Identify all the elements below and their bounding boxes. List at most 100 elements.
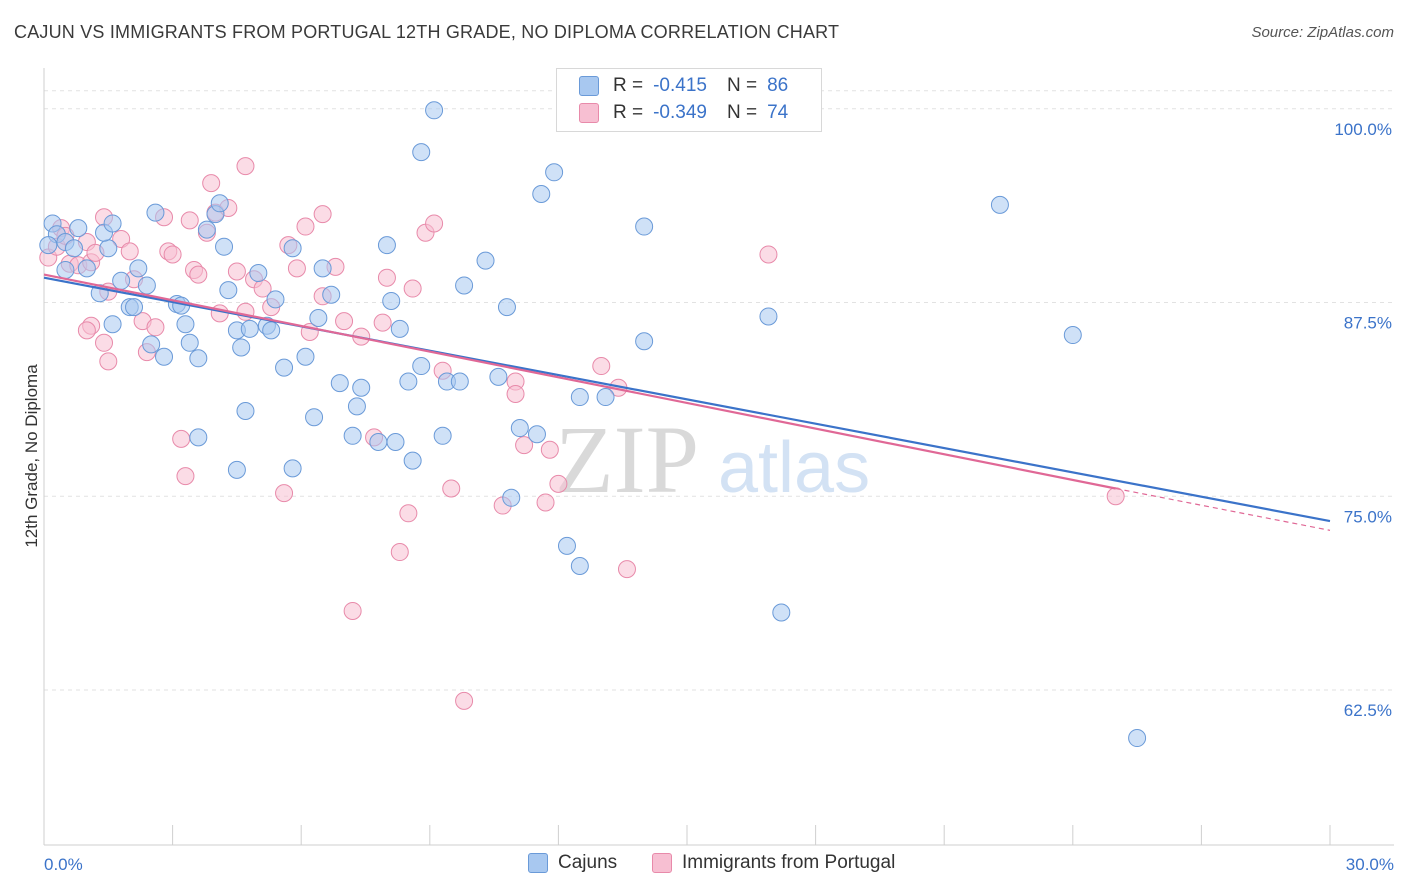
legend-label-portugal: Immigrants from Portugal [682, 852, 896, 873]
data-point-cajuns [570, 557, 589, 575]
data-point-cajuns [425, 101, 444, 120]
data-point-cajuns [510, 419, 529, 438]
stats-legend: R = -0.415 N = 86 R = -0.349 N = 74 [556, 68, 822, 132]
y-tick-label: 100.0% [1334, 120, 1392, 139]
data-point-portugal [1106, 487, 1125, 506]
data-point-cajuns [309, 309, 328, 327]
series-legend: Cajuns Immigrants from Portugal [0, 852, 1406, 878]
legend-n-label: N = [726, 75, 758, 96]
legend-r-value: -0.349 [653, 102, 707, 123]
data-point-portugal [112, 229, 131, 248]
data-point-portugal [515, 436, 534, 455]
legend-label-cajuns: Cajuns [558, 852, 618, 873]
data-point-portugal [163, 245, 182, 264]
data-point-cajuns [377, 236, 396, 255]
watermark-zip: ZIP [555, 406, 699, 513]
data-point-cajuns [39, 236, 58, 255]
data-point-portugal [99, 352, 118, 371]
data-point-portugal [236, 157, 255, 176]
data-point-cajuns [103, 315, 122, 334]
data-point-portugal [373, 313, 392, 332]
x-tick-label: 30.0% [1346, 855, 1394, 874]
data-point-cajuns [570, 388, 589, 407]
data-point-cajuns [1128, 729, 1147, 748]
data-point-cajuns [1063, 326, 1082, 345]
y-tick-label: 75.0% [1344, 507, 1392, 526]
data-point-cajuns [382, 291, 401, 310]
legend-item-portugal[interactable]: Immigrants from Portugal [652, 852, 895, 874]
data-point-portugal [617, 560, 636, 579]
data-point-cajuns [545, 163, 564, 182]
legend-item-cajuns[interactable]: Cajuns [528, 852, 617, 874]
data-point-cajuns [275, 358, 294, 377]
data-point-cajuns [313, 259, 332, 278]
data-point-cajuns [103, 214, 122, 233]
data-point-cajuns [129, 259, 148, 278]
data-point-cajuns [455, 276, 474, 295]
data-point-portugal [536, 493, 555, 512]
data-point-cajuns [352, 378, 371, 397]
data-point-cajuns [502, 488, 521, 507]
data-point-cajuns [412, 143, 431, 162]
data-point-portugal [77, 321, 96, 340]
data-point-cajuns [390, 319, 409, 338]
data-point-cajuns [112, 271, 131, 290]
data-point-cajuns [155, 347, 174, 366]
gridlines [44, 90, 1394, 691]
data-point-cajuns [137, 276, 156, 295]
data-point-cajuns [99, 239, 118, 258]
data-point-cajuns [283, 239, 302, 258]
data-point-cajuns [596, 388, 615, 407]
data-point-portugal [95, 333, 114, 352]
data-point-cajuns [305, 408, 324, 427]
data-point-portugal [335, 312, 354, 331]
legend-swatch-cajuns [528, 853, 548, 873]
data-point-portugal [313, 205, 332, 224]
data-point-portugal [189, 265, 208, 284]
data-point-portugal [275, 484, 294, 503]
data-point-portugal [146, 318, 165, 337]
data-point-cajuns [759, 307, 778, 326]
data-point-portugal [425, 214, 444, 233]
legend-swatch-cajuns [579, 76, 599, 96]
data-point-portugal [455, 691, 474, 710]
data-point-cajuns [249, 264, 268, 283]
trend-line-portugal-extension [1115, 487, 1331, 531]
data-point-cajuns [476, 251, 495, 270]
data-point-cajuns [236, 402, 255, 420]
data-point-portugal [202, 174, 221, 193]
data-point-portugal [390, 543, 409, 562]
data-point-cajuns [232, 338, 251, 357]
data-point-cajuns [176, 315, 195, 334]
data-point-cajuns [146, 203, 165, 222]
data-point-portugal [227, 262, 246, 281]
data-point-cajuns [283, 459, 302, 478]
data-point-cajuns [557, 536, 576, 555]
data-point-cajuns [227, 460, 246, 479]
series-cajuns-points [39, 101, 1147, 748]
data-point-cajuns [433, 426, 452, 445]
trend-line-portugal [43, 273, 1116, 490]
data-point-portugal [549, 474, 568, 493]
data-point-portugal [442, 479, 461, 498]
legend-n-value: 74 [767, 102, 789, 123]
data-point-cajuns [210, 194, 229, 213]
data-point-cajuns [65, 239, 84, 258]
y-tick-label: 62.5% [1344, 701, 1392, 720]
data-point-portugal [540, 440, 559, 459]
data-point-portugal [172, 429, 191, 448]
data-point-cajuns [450, 372, 469, 391]
data-point-portugal [377, 268, 396, 287]
data-point-cajuns [343, 426, 362, 445]
legend-swatch-portugal [579, 103, 599, 123]
data-point-portugal [180, 211, 199, 230]
legend-r-label: R = [613, 102, 644, 123]
legend-row-cajuns: R = -0.415 N = 86 [579, 75, 788, 97]
data-point-cajuns [369, 433, 388, 451]
trend-lines [43, 273, 1331, 531]
data-point-cajuns [322, 285, 341, 304]
data-point-cajuns [386, 433, 405, 451]
data-point-cajuns [77, 259, 96, 278]
data-point-cajuns [489, 367, 508, 386]
data-point-cajuns [403, 451, 422, 470]
